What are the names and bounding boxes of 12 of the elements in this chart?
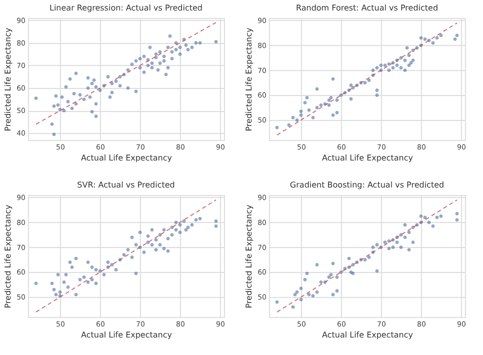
x-axis-title: Actual Life Expectancy [322,330,414,340]
chart-title: Linear Regression: Actual vs Predicted [49,3,203,12]
y-axis-title: Predicted Life Expectancy [244,204,254,308]
chart-title: SVR: Actual vs Predicted [77,180,175,190]
x-axis-title: Actual Life Expectancy [81,330,172,340]
y-axis-title: Predicted Life Expectancy [4,204,13,308]
x-axis-title: Actual Life Expectancy [81,154,172,162]
chart-title: Random Forest: Actual vs Predicted [296,3,438,12]
x-axis-title: Actual Life Expectancy [322,154,414,162]
chart-title: Gradient Boosting: Actual vs Predicted [290,180,444,190]
y-axis-title: Predicted Life Expectancy [4,27,13,132]
y-axis-title: Predicted Life Expectancy [244,27,254,132]
